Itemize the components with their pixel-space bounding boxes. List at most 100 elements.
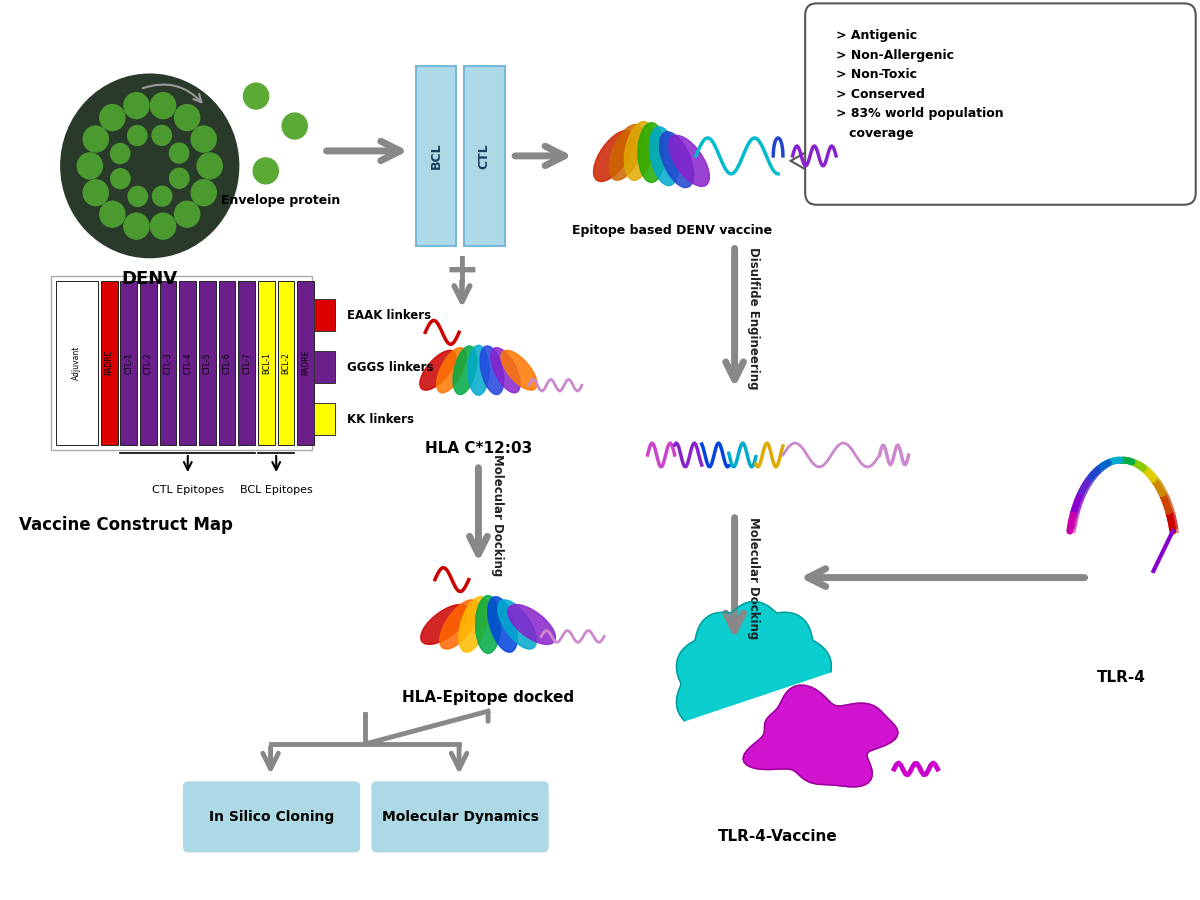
Circle shape: [150, 213, 175, 239]
Ellipse shape: [498, 600, 536, 649]
Ellipse shape: [638, 122, 665, 183]
Circle shape: [100, 104, 125, 130]
FancyBboxPatch shape: [805, 4, 1195, 205]
Text: PADRE: PADRE: [301, 350, 311, 375]
Bar: [258, 281, 275, 445]
FancyBboxPatch shape: [372, 782, 548, 851]
Bar: [179, 281, 196, 445]
Circle shape: [128, 186, 148, 206]
FancyBboxPatch shape: [415, 67, 456, 246]
Text: KK linkers: KK linkers: [347, 412, 414, 426]
Text: BCL-2: BCL-2: [282, 352, 290, 374]
Bar: [218, 281, 235, 445]
Bar: [277, 281, 294, 445]
Polygon shape: [677, 601, 832, 721]
Bar: [314, 351, 335, 383]
Bar: [101, 281, 118, 445]
Ellipse shape: [468, 346, 490, 395]
Ellipse shape: [421, 605, 468, 644]
Text: CTL-3: CTL-3: [163, 352, 173, 374]
Text: Envelope protein: Envelope protein: [221, 194, 340, 207]
Circle shape: [83, 180, 108, 206]
Ellipse shape: [668, 135, 709, 186]
Circle shape: [61, 74, 239, 257]
Text: GGGS linkers: GGGS linkers: [347, 361, 433, 374]
Circle shape: [197, 153, 222, 179]
Bar: [298, 281, 314, 445]
Ellipse shape: [488, 597, 517, 652]
Circle shape: [169, 168, 188, 188]
Ellipse shape: [502, 350, 538, 391]
Bar: [314, 300, 335, 331]
Text: BCL-1: BCL-1: [262, 352, 271, 374]
Text: HLA-Epitope docked: HLA-Epitope docked: [402, 689, 574, 705]
Circle shape: [124, 93, 149, 119]
Text: +: +: [445, 249, 479, 292]
Ellipse shape: [475, 596, 500, 653]
Circle shape: [244, 83, 269, 109]
Circle shape: [124, 213, 149, 239]
Ellipse shape: [610, 124, 643, 180]
Bar: [314, 403, 335, 435]
FancyBboxPatch shape: [464, 67, 504, 246]
Text: CTL-4: CTL-4: [184, 352, 192, 374]
Ellipse shape: [491, 347, 521, 392]
Ellipse shape: [649, 127, 678, 185]
Text: CTL-7: CTL-7: [242, 352, 251, 374]
Ellipse shape: [480, 346, 504, 394]
Bar: [56, 281, 98, 445]
Text: PADRE: PADRE: [104, 350, 114, 375]
Text: CTL-1: CTL-1: [125, 352, 133, 374]
Circle shape: [282, 113, 307, 139]
Circle shape: [253, 158, 278, 184]
Text: Adjuvant: Adjuvant: [72, 346, 82, 380]
Text: Molecular Docking: Molecular Docking: [748, 517, 760, 639]
Polygon shape: [743, 685, 898, 787]
Text: CTL-6: CTL-6: [222, 352, 232, 374]
Text: CTL-5: CTL-5: [203, 352, 212, 374]
Text: BCL Epitopes: BCL Epitopes: [240, 485, 312, 495]
Text: DENV: DENV: [121, 269, 178, 287]
Text: HLA C*12:03: HLA C*12:03: [425, 440, 532, 455]
Bar: [140, 281, 157, 445]
Text: > Antigenic
> Non-Allergenic
> Non-Toxic
> Conserved
> 83% world population
   c: > Antigenic > Non-Allergenic > Non-Toxic…: [836, 30, 1003, 140]
Bar: [199, 281, 216, 445]
Bar: [120, 281, 137, 445]
Circle shape: [152, 125, 172, 146]
Text: Epitope based DENV vaccine: Epitope based DENV vaccine: [571, 224, 772, 238]
Bar: [52, 275, 312, 450]
Text: In Silico Cloning: In Silico Cloning: [209, 810, 334, 824]
Circle shape: [110, 168, 130, 189]
Bar: [239, 281, 256, 445]
Ellipse shape: [420, 350, 456, 391]
Ellipse shape: [439, 600, 479, 649]
Circle shape: [169, 143, 188, 163]
FancyBboxPatch shape: [184, 782, 360, 851]
Circle shape: [110, 143, 130, 164]
Circle shape: [174, 104, 199, 130]
Circle shape: [191, 180, 216, 206]
Text: Disulfide Engineering: Disulfide Engineering: [748, 247, 760, 389]
Ellipse shape: [454, 346, 476, 394]
Circle shape: [174, 202, 199, 227]
Ellipse shape: [624, 122, 654, 180]
Text: CTL: CTL: [478, 143, 491, 169]
Text: EAAK linkers: EAAK linkers: [347, 309, 431, 322]
Ellipse shape: [458, 597, 488, 652]
Text: Molecular Docking: Molecular Docking: [491, 454, 504, 576]
Circle shape: [83, 126, 108, 152]
Text: TLR-4: TLR-4: [1097, 670, 1146, 685]
Text: TLR-4-Vaccine: TLR-4-Vaccine: [719, 829, 838, 844]
Circle shape: [77, 153, 102, 179]
Circle shape: [150, 93, 175, 119]
Text: CTL Epitopes: CTL Epitopes: [151, 485, 224, 495]
Bar: [160, 281, 176, 445]
Text: CTL-2: CTL-2: [144, 352, 152, 374]
Polygon shape: [791, 146, 817, 176]
Circle shape: [100, 202, 125, 227]
Text: BCL: BCL: [430, 142, 443, 169]
Circle shape: [152, 186, 172, 206]
Ellipse shape: [660, 131, 694, 187]
Text: Vaccine Construct Map: Vaccine Construct Map: [19, 516, 233, 534]
Circle shape: [127, 126, 146, 146]
